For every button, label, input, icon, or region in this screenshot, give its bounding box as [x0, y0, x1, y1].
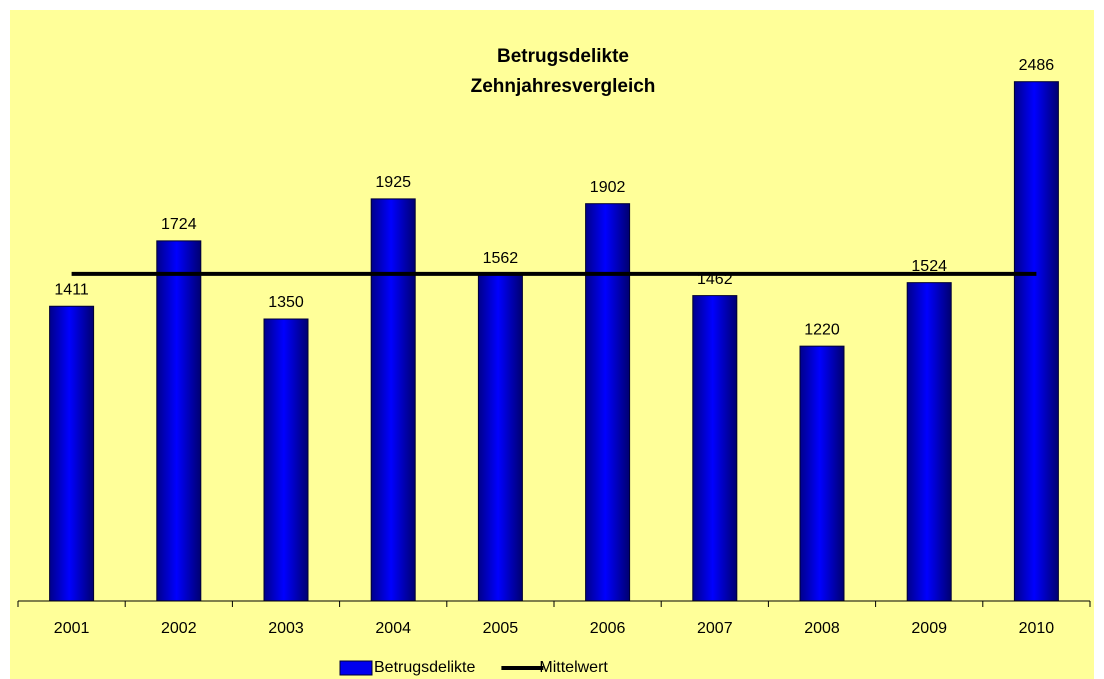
x-tick-label: 2010	[1019, 620, 1055, 637]
data-label: 2486	[1019, 57, 1055, 74]
x-tick-label: 2008	[804, 620, 840, 637]
bar	[156, 240, 202, 602]
x-tick-label: 2006	[590, 620, 626, 637]
legend-label: Mittelwert	[539, 659, 608, 676]
x-tick-label: 2009	[911, 620, 947, 637]
bar	[692, 295, 738, 602]
legend-label: Betrugsdelikte	[374, 659, 475, 676]
chart-title: Betrugsdelikte	[497, 46, 629, 67]
bar	[263, 318, 309, 602]
bar	[799, 345, 845, 602]
data-label: 1220	[804, 321, 840, 338]
chart-subtitle: Zehnjahresvergleich	[471, 76, 656, 97]
bar	[370, 198, 416, 602]
bar	[477, 274, 523, 602]
x-tick-label: 2007	[697, 620, 733, 637]
data-label: 1411	[54, 281, 89, 298]
x-tick-label: 2005	[483, 620, 519, 637]
x-tick-label: 2003	[268, 620, 304, 637]
bar	[1013, 81, 1059, 602]
x-tick-label: 2004	[375, 620, 411, 637]
bar	[585, 203, 631, 602]
data-label: 1925	[375, 174, 411, 191]
data-label: 1350	[268, 294, 304, 311]
data-label: 1902	[590, 179, 626, 196]
data-label: 1524	[911, 258, 947, 275]
data-label: 1724	[161, 216, 197, 233]
legend-swatch	[339, 660, 373, 676]
x-tick-label: 2001	[54, 620, 90, 637]
bar	[49, 305, 95, 602]
bar	[906, 282, 952, 602]
x-tick-label: 2002	[161, 620, 197, 637]
data-label: 1562	[483, 250, 519, 267]
